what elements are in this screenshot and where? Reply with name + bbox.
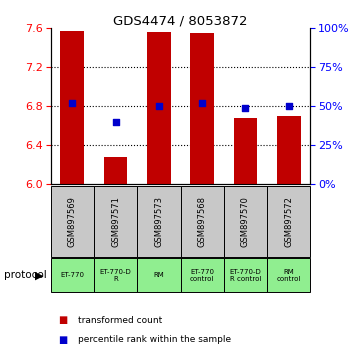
- Text: ET-770-D
R control: ET-770-D R control: [230, 269, 261, 282]
- Text: GSM897570: GSM897570: [241, 196, 250, 247]
- Bar: [51, 186, 94, 257]
- Text: GSM897571: GSM897571: [111, 196, 120, 247]
- Bar: [224, 186, 267, 257]
- Text: ■: ■: [58, 335, 67, 345]
- Bar: [267, 258, 310, 292]
- Title: GDS4474 / 8053872: GDS4474 / 8053872: [113, 14, 248, 27]
- Text: ET-770-D
R: ET-770-D R: [100, 269, 131, 282]
- Bar: [277, 116, 301, 184]
- Bar: [180, 186, 224, 257]
- Point: [156, 103, 162, 109]
- Bar: [60, 31, 84, 184]
- Text: protocol: protocol: [4, 270, 46, 280]
- Bar: [51, 258, 94, 292]
- Bar: [137, 258, 180, 292]
- Point: [113, 119, 118, 125]
- Text: transformed count: transformed count: [78, 316, 162, 325]
- Point: [69, 100, 75, 106]
- Text: GSM897569: GSM897569: [68, 196, 77, 247]
- Bar: [224, 258, 267, 292]
- Bar: [190, 33, 214, 184]
- Text: RM: RM: [153, 272, 164, 278]
- Text: GSM897568: GSM897568: [198, 196, 206, 247]
- Text: ET-770
control: ET-770 control: [190, 269, 214, 282]
- Point: [286, 103, 292, 109]
- Bar: [104, 157, 127, 184]
- Bar: [94, 186, 137, 257]
- Text: percentile rank within the sample: percentile rank within the sample: [78, 335, 231, 344]
- Point: [199, 100, 205, 106]
- Text: RM
control: RM control: [277, 269, 301, 282]
- Bar: [234, 118, 257, 184]
- Text: ▶: ▶: [35, 270, 44, 280]
- Bar: [137, 186, 180, 257]
- Text: ET-770: ET-770: [60, 272, 84, 278]
- Text: GSM897573: GSM897573: [155, 196, 163, 247]
- Bar: [147, 32, 171, 184]
- Point: [243, 105, 248, 110]
- Bar: [94, 258, 137, 292]
- Bar: [180, 258, 224, 292]
- Text: GSM897572: GSM897572: [284, 196, 293, 247]
- Text: ■: ■: [58, 315, 67, 325]
- Bar: [267, 186, 310, 257]
